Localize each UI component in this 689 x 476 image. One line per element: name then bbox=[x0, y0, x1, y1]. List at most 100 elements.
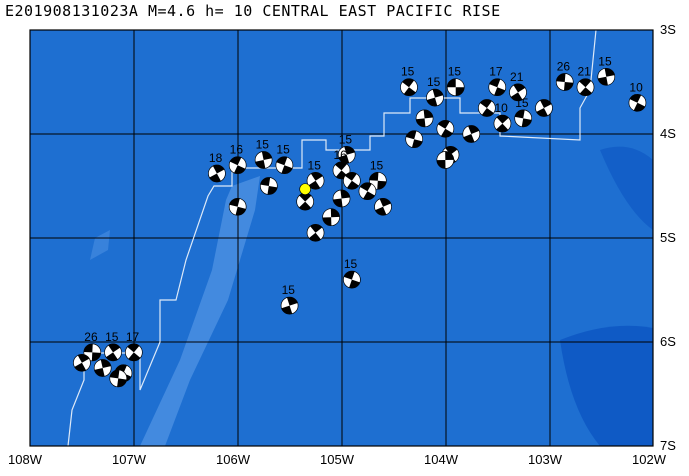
beachball-compressional-quadrant bbox=[440, 128, 453, 138]
event-depth-label: 18 bbox=[209, 151, 223, 165]
event-depth-label: 15 bbox=[282, 283, 296, 297]
beachball-compressional-quadrant bbox=[540, 99, 552, 108]
beachball-compressional-quadrant bbox=[403, 87, 416, 96]
beachball-compressional-quadrant bbox=[402, 78, 415, 88]
lat-label-3s: 3S bbox=[660, 22, 676, 37]
event-depth-label: 15 bbox=[256, 138, 270, 152]
event-depth-label: 10 bbox=[629, 80, 643, 94]
focal-mechanism-beachball: 15 bbox=[280, 283, 299, 315]
event-depth-label: 10 bbox=[494, 101, 508, 115]
beachball-compressional-quadrant bbox=[564, 82, 574, 91]
beachball-compressional-quadrant bbox=[108, 343, 121, 353]
beachball-compressional-quadrant bbox=[369, 172, 379, 181]
beachball-compressional-quadrant bbox=[310, 172, 323, 181]
focal-mechanism-beachball bbox=[109, 369, 128, 388]
lat-label-5s: 5S bbox=[660, 230, 676, 245]
focal-mechanism-beachball: 15 bbox=[400, 65, 418, 97]
beachball-compressional-quadrant bbox=[347, 180, 359, 190]
beachball-compressional-quadrant bbox=[338, 154, 350, 164]
focal-mechanism-beachball: 15 bbox=[275, 143, 294, 175]
focal-mechanism-beachball bbox=[322, 208, 340, 227]
deep-basin bbox=[560, 325, 653, 446]
focal-mechanism-beachball: 15 bbox=[426, 75, 444, 107]
lat-label-7s: 7S bbox=[660, 438, 676, 453]
beachball-compressional-quadrant bbox=[229, 156, 242, 166]
beachball-compressional-quadrant bbox=[438, 120, 450, 129]
event-depth-label: 15 bbox=[401, 65, 415, 79]
event-depth-label: 17 bbox=[489, 65, 503, 79]
beachball-compressional-quadrant bbox=[235, 206, 246, 216]
focal-mechanism-beachball: 10 bbox=[493, 101, 512, 133]
beachball-compressional-quadrant bbox=[310, 224, 323, 233]
event-depth-label: 16 bbox=[334, 148, 348, 162]
beachball-compressional-quadrant bbox=[335, 161, 348, 171]
beachball-compressional-quadrant bbox=[579, 78, 592, 88]
event-depth-label: 15 bbox=[427, 75, 441, 89]
beachball-compressional-quadrant bbox=[496, 123, 509, 133]
focal-mechanism-beachball: 10 bbox=[628, 80, 647, 112]
event-depth-label: 26 bbox=[557, 60, 571, 74]
beachball-compressional-quadrant bbox=[445, 146, 458, 155]
lon-label-104w: 104W bbox=[424, 452, 458, 467]
beachball-compressional-quadrant bbox=[536, 108, 548, 117]
beachball-compressional-quadrant bbox=[212, 165, 225, 174]
beachball-compressional-quadrant bbox=[344, 146, 355, 155]
beachball-compressional-quadrant bbox=[489, 78, 501, 88]
focal-mechanism-beachball bbox=[296, 192, 315, 211]
beachball-compressional-quadrant bbox=[109, 369, 120, 379]
focal-mechanism-beachball: 15 bbox=[343, 257, 361, 289]
event-depth-label: 15 bbox=[344, 257, 358, 271]
focal-mechanism-beachball: 15 bbox=[368, 158, 387, 190]
beachball-compressional-quadrant bbox=[276, 156, 288, 166]
beachball-compressional-quadrant bbox=[377, 180, 387, 190]
focal-mechanism-beachball bbox=[332, 189, 351, 208]
event-depth-label: 16 bbox=[230, 143, 244, 157]
beachball-compressional-quadrant bbox=[514, 109, 525, 119]
beachball-compressional-quadrant bbox=[479, 99, 492, 108]
map-frame bbox=[29, 29, 654, 447]
beachball-compressional-quadrant bbox=[74, 362, 87, 372]
beachball-compressional-quadrant bbox=[436, 160, 446, 169]
beachball-compressional-quadrant bbox=[363, 191, 375, 200]
event-depth-label: 15 bbox=[515, 96, 529, 110]
beachball-compressional-quadrant bbox=[127, 343, 140, 353]
focal-mechanism-beachball: 18 bbox=[208, 151, 226, 183]
beachball-compressional-quadrant bbox=[281, 165, 293, 174]
epicenter-marker bbox=[299, 183, 311, 195]
focal-mechanism-beachball: 15 bbox=[337, 132, 356, 164]
beachball-compressional-quadrant bbox=[416, 118, 426, 127]
beachball-compressional-quadrant bbox=[597, 76, 608, 86]
beachball-compressional-quadrant bbox=[100, 359, 111, 368]
beachball-compressional-quadrant bbox=[375, 206, 387, 216]
beachball-compressional-quadrant bbox=[496, 115, 509, 124]
event-depth-label: 21 bbox=[578, 65, 592, 79]
beachball-compressional-quadrant bbox=[379, 198, 391, 207]
lon-label-108w: 108W bbox=[8, 452, 42, 467]
focal-mechanism-beachball bbox=[462, 125, 481, 143]
beachball-compressional-quadrant bbox=[349, 279, 360, 289]
beachball-compressional-quadrant bbox=[494, 87, 506, 96]
focal-mechanism-beachball bbox=[73, 353, 91, 372]
focal-mechanism-beachball: 15 bbox=[597, 54, 616, 86]
beachball-compressional-quadrant bbox=[308, 180, 321, 190]
event-depth-label: 15 bbox=[370, 158, 384, 172]
focal-mechanism-beachball bbox=[374, 197, 392, 216]
beachball-compressional-quadrant bbox=[77, 354, 90, 363]
focal-mechanism-beachball: 15 bbox=[446, 65, 465, 97]
lat-label-6s: 6S bbox=[660, 334, 676, 349]
events-layer: 15 15 15 17 21 26 21 15 10 15 10 15 15 15 15 16 15 16 18 15… bbox=[73, 54, 647, 388]
beachball-compressional-quadrant bbox=[411, 139, 423, 148]
beachball-compressional-quadrant bbox=[340, 189, 350, 199]
focal-mechanism-beachball: 17 bbox=[488, 65, 507, 97]
event-depth-label: 15 bbox=[598, 54, 612, 68]
beachball-compressional-quadrant bbox=[432, 89, 444, 98]
beachball-compressional-quadrant bbox=[423, 109, 434, 119]
event-depth-label: 26 bbox=[84, 330, 98, 344]
beachball-compressional-quadrant bbox=[445, 151, 454, 160]
focal-mechanism-beachball bbox=[415, 109, 434, 128]
deep-basin-east bbox=[600, 146, 653, 230]
focal-mechanism-beachball: 21 bbox=[576, 65, 595, 97]
beachball-compressional-quadrant bbox=[344, 172, 357, 181]
focal-mechanism-beachball bbox=[306, 223, 325, 242]
beachball-compressional-quadrant bbox=[255, 160, 266, 169]
